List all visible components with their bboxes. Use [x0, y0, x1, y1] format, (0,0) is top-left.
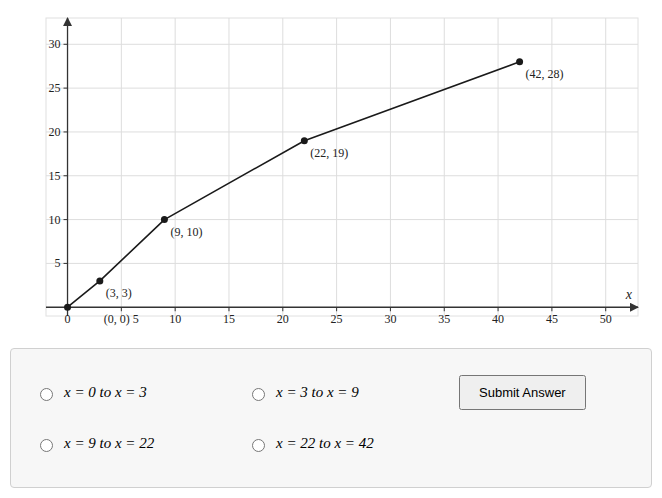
grid — [46, 18, 638, 316]
tick-y — [64, 44, 68, 45]
ticks: 0 (0, 0) 5 10 15 20 25 30 35 40 45 50 5 10 15 20 25 30 — [49, 37, 612, 326]
radio[interactable] — [252, 439, 265, 452]
grid-line-y — [46, 175, 638, 176]
axis-label-x: x — [625, 287, 633, 302]
tick-label-x: 50 — [600, 312, 612, 326]
point — [161, 216, 168, 223]
tick-x — [498, 307, 499, 311]
grid-line-x — [551, 18, 552, 316]
tick-label-x: 10 — [169, 312, 181, 326]
tick-label-x: 15 — [223, 312, 235, 326]
grid-line-x — [282, 18, 283, 316]
tick-x — [121, 307, 122, 311]
option-text[interactable]: x = 22 to x = 42 — [276, 435, 374, 452]
option-text[interactable]: x = 0 to x = 3 — [64, 384, 147, 401]
tick-y — [64, 263, 68, 264]
tick-y — [64, 131, 68, 132]
grid-line-y — [46, 263, 638, 264]
grid-line-y — [46, 44, 638, 45]
line — [68, 62, 520, 307]
option[interactable]: x = 22 to x = 42 — [247, 435, 447, 452]
data — [64, 58, 523, 310]
radio[interactable] — [40, 388, 53, 401]
grid-line-y — [46, 88, 638, 89]
grid-line-x — [498, 18, 499, 316]
point — [64, 304, 71, 311]
grid-line-x — [444, 18, 445, 316]
option[interactable]: x = 9 to x = 22 — [35, 435, 235, 452]
tick-y — [64, 88, 68, 89]
annotation: (42, 28) — [526, 67, 564, 81]
tick-label-y: 5 — [55, 256, 61, 270]
annotations: (3, 3) (9, 10) (22, 19) (42, 28) — [106, 67, 564, 300]
x-axis — [46, 307, 638, 308]
tick-label-x: 20 — [277, 312, 289, 326]
tick-label-y: 30 — [49, 37, 61, 51]
answer-panel: x = 0 to x = 3 x = 3 to x = 9 x = 9 to x =… — [10, 348, 652, 488]
annotation: (9, 10) — [170, 225, 202, 239]
chart: 0 (0, 0) 5 10 15 20 25 30 35 40 45 50 5 10 15 20 25 30 x (… — [0, 0, 662, 342]
tick-label-x: 30 — [384, 312, 396, 326]
tick-x — [390, 307, 391, 311]
radio[interactable] — [252, 388, 265, 401]
y-axis — [67, 18, 68, 316]
grid-line-x — [336, 18, 337, 316]
point — [96, 277, 103, 284]
grid-line-y — [46, 131, 638, 132]
grid-line-x — [121, 18, 122, 316]
grid-line-x — [605, 18, 606, 316]
tick-label-x: 45 — [546, 312, 558, 326]
tick-y — [64, 175, 68, 176]
point — [301, 137, 308, 144]
grid-line-x — [390, 18, 391, 316]
grid-line-x — [67, 18, 68, 316]
radio[interactable] — [40, 439, 53, 452]
tick-x — [336, 307, 337, 311]
option[interactable]: x = 0 to x = 3 — [35, 384, 235, 401]
option-text[interactable]: x = 9 to x = 22 — [64, 435, 154, 452]
tick-y — [64, 219, 68, 220]
grid-line-x — [175, 18, 176, 316]
grid-line-x — [228, 18, 229, 316]
tick-label-y: 10 — [49, 213, 61, 227]
tick-label-x: 40 — [492, 312, 504, 326]
point — [516, 58, 523, 65]
tick-label-x: 35 — [438, 312, 450, 326]
tick-label-y: 25 — [49, 81, 61, 95]
annotation: (3, 3) — [106, 286, 132, 300]
plot-frame — [46, 18, 638, 316]
tick-x — [444, 307, 445, 311]
grid-line-y — [46, 219, 638, 220]
option[interactable]: x = 3 to x = 9 — [247, 384, 447, 401]
tick-label-x: 25 — [331, 312, 343, 326]
tick-x — [228, 307, 229, 311]
submit-button[interactable]: Submit Answer — [459, 375, 586, 410]
tick-label-y: 20 — [49, 125, 61, 139]
tick-x — [605, 307, 606, 311]
tick-label-x: (0, 0) 5 — [104, 312, 139, 326]
tick-x — [551, 307, 552, 311]
option-text[interactable]: x = 3 to x = 9 — [276, 384, 359, 401]
tick-x — [282, 307, 283, 311]
annotation: (22, 19) — [310, 146, 348, 160]
tick-label-x: 0 — [65, 312, 71, 326]
tick-x — [175, 307, 176, 311]
tick-label-y: 15 — [49, 169, 61, 183]
